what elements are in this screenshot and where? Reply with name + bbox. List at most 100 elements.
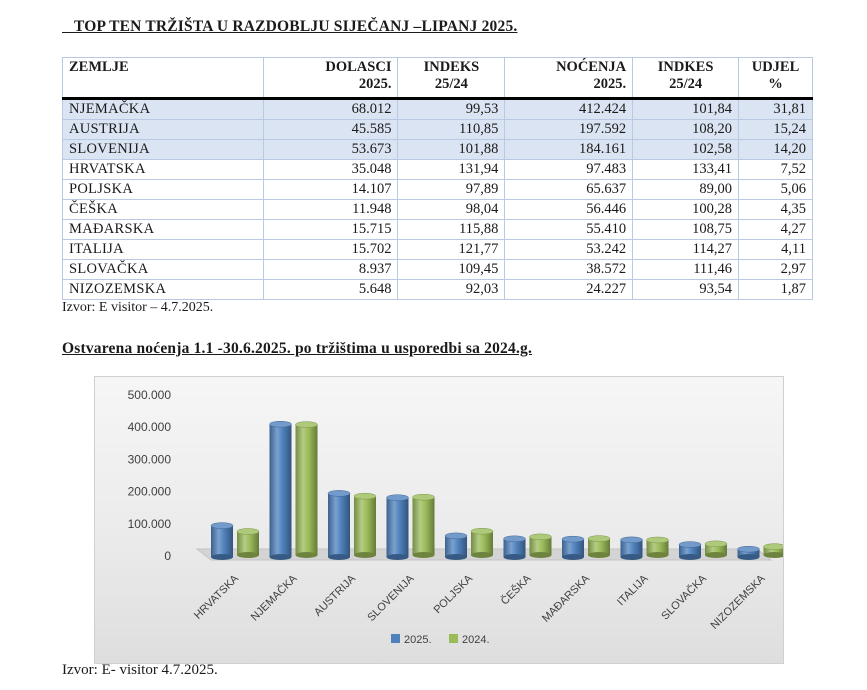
value-cell: 53.242: [504, 239, 634, 260]
country-cell: POLJSKA: [62, 179, 264, 200]
bar-2024: [705, 543, 727, 555]
bar-base: [295, 552, 318, 558]
bar-base: [211, 554, 233, 560]
legend-label: 2025.: [404, 634, 432, 646]
bar-top: [327, 490, 351, 497]
value-cell: 1,87: [738, 279, 813, 300]
value-cell: 109,45: [397, 259, 506, 280]
value-cell: 101,88: [397, 139, 506, 160]
bar-base: [529, 552, 552, 558]
value-cell: 55.410: [504, 219, 634, 240]
bar-top: [412, 493, 435, 501]
bar-2025: [503, 538, 526, 557]
y-tick-label: 200.000: [128, 485, 172, 499]
value-cell: 197.592: [504, 119, 634, 140]
value-cell: 4,11: [738, 239, 813, 260]
bar-2025: [737, 549, 760, 557]
header-arrivals: DOLASCI 2025.: [262, 57, 399, 100]
country-cell: SLOVENIJA: [62, 139, 264, 160]
table-row: MAĐARSKA 15.715 115,88 55.410 108,75 4,27: [62, 219, 813, 240]
value-cell: 53.673: [262, 139, 399, 160]
bar-top: [503, 535, 526, 543]
value-cell: 24.227: [504, 279, 634, 300]
y-tick-label: 0: [164, 549, 171, 563]
legend-label: 2024.: [462, 634, 490, 646]
value-cell: 184.161: [504, 139, 634, 160]
bar-top: [210, 522, 234, 529]
bar-base: [562, 554, 584, 560]
chart-canvas: 0 100.000 200.000 300.000 400.000 500.000 HRVA…: [128, 388, 783, 646]
bar-top: [587, 535, 611, 542]
bar-base: [471, 552, 493, 558]
bar-top: [295, 421, 318, 428]
value-cell: 111,46: [632, 259, 740, 280]
header-arrivals-index: INDEKS 25/24: [397, 57, 506, 100]
table-row: HRVATSKA 35.048 131,94 97.483 133,41 7,52: [62, 159, 813, 180]
value-cell: 100,28: [632, 199, 740, 220]
bar-base: [737, 554, 760, 560]
x-category-label: HRVATSKA: [192, 572, 242, 622]
bar-top: [236, 528, 260, 535]
value-cell: 56.446: [504, 199, 634, 220]
bar-base: [237, 552, 259, 558]
bar-base: [646, 552, 669, 558]
bar-2024: [471, 531, 493, 555]
bar-2024: [295, 424, 318, 555]
bar-base: [705, 552, 727, 558]
x-category-label: NIZOZEMSKA: [709, 572, 769, 632]
bar-2025: [679, 544, 701, 557]
value-cell: 15.702: [262, 239, 399, 260]
legend-swatch-2024: [449, 634, 458, 643]
country-cell: SLOVAČKA: [62, 259, 264, 280]
bar-base: [588, 552, 610, 558]
value-cell: 7,52: [738, 159, 813, 180]
value-cell: 8.937: [262, 259, 399, 280]
value-cell: 4,35: [738, 199, 813, 220]
value-cell: 97.483: [504, 159, 634, 180]
x-category-label: AUSTRIJA: [312, 572, 359, 619]
value-cell: 38.572: [504, 259, 634, 280]
value-cell: 11.948: [262, 199, 399, 220]
bar-2025: [328, 493, 350, 557]
overnights-chart: 0 100.000 200.000 300.000 400.000 500.000 HRVA…: [94, 376, 784, 664]
bar-top: [386, 494, 409, 501]
bar-2025: [620, 539, 643, 557]
bar-2024: [354, 496, 376, 555]
bar-2025: [269, 424, 292, 557]
table-row: POLJSKA 14.107 97,89 65.637 89,00 5,06: [62, 179, 813, 200]
bar-2024: [237, 531, 259, 555]
value-cell: 89,00: [632, 179, 740, 200]
country-cell: MAĐARSKA: [62, 219, 264, 240]
bar-base: [763, 552, 783, 558]
value-cell: 114,27: [632, 239, 740, 260]
value-cell: 65.637: [504, 179, 634, 200]
value-cell: 115,88: [397, 219, 506, 240]
y-tick-label: 500.000: [128, 388, 172, 402]
x-category-label: ITALIJA: [615, 572, 651, 608]
value-cell: 4,27: [738, 219, 813, 240]
value-cell: 15.715: [262, 219, 399, 240]
value-cell: 15,24: [738, 119, 813, 140]
value-cell: 92,03: [397, 279, 506, 300]
value-cell: 133,41: [632, 159, 740, 180]
value-cell: 121,77: [397, 239, 506, 260]
chart-title: Ostvarena noćenja 1.1 -30.6.2025. po trž…: [62, 340, 533, 357]
bar-base: [503, 554, 526, 560]
legend-swatch-2025: [391, 634, 400, 643]
bar-2024: [529, 536, 552, 555]
country-cell: ČEŠKA: [62, 199, 264, 220]
x-category-label: NJEMAČKA: [248, 571, 300, 623]
table-title: TOP TEN TRŽIŠTA U RAZDOBLJU SIJEČANJ –LI…: [62, 18, 517, 36]
table-source: Izvor: E visitor – 4.7.2025.: [62, 300, 214, 315]
value-cell: 31,81: [738, 98, 813, 120]
table-row: SLOVENIJA 53.673 101,88 184.161 102,58 14,20: [62, 139, 813, 160]
bar-2025: [386, 497, 409, 557]
bar-base: [679, 554, 701, 560]
header-share: UDJEL%: [738, 57, 813, 100]
bar-top: [646, 536, 669, 544]
header-overnights: NOĆENJA 2025.: [504, 57, 634, 100]
bar-top: [444, 532, 468, 540]
bar-2024: [412, 497, 435, 555]
bar-2025: [445, 535, 467, 557]
value-cell: 14.107: [262, 179, 399, 200]
